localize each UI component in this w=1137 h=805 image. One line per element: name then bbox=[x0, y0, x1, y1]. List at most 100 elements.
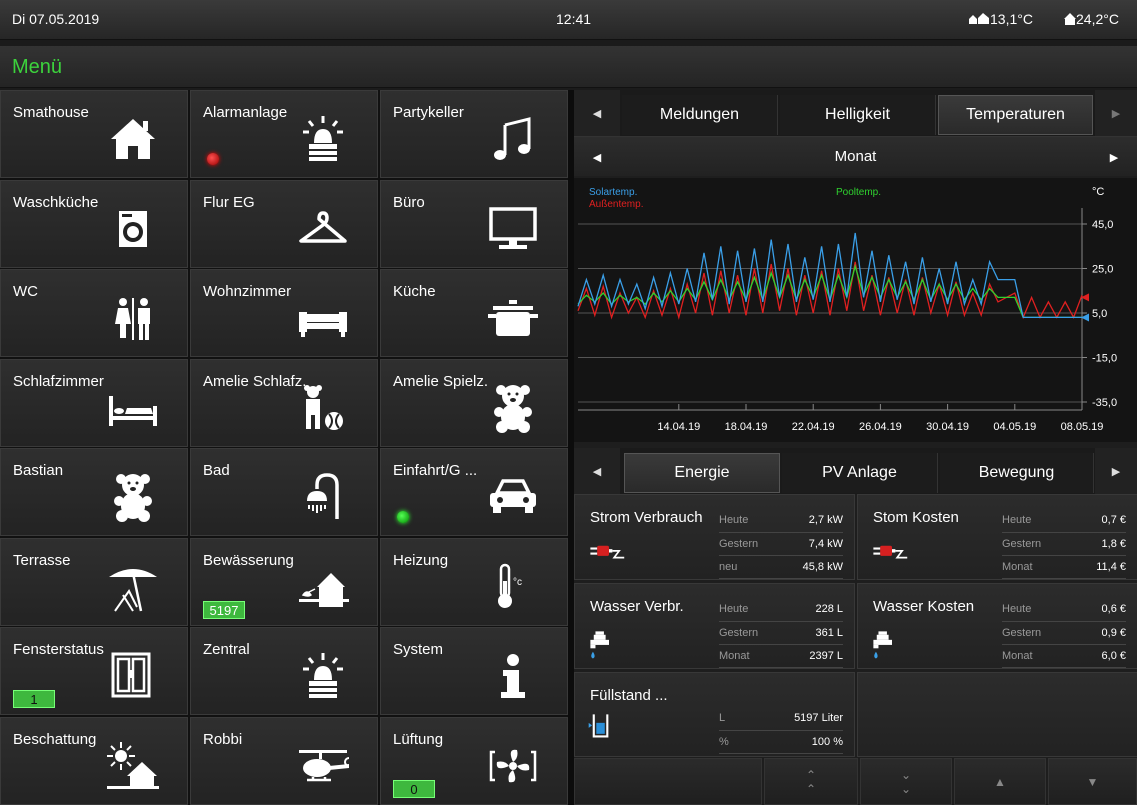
room-tile-beschattung[interactable]: Beschattung bbox=[0, 716, 188, 805]
value-key: Gestern bbox=[719, 532, 781, 556]
current-marker-aussentemp bbox=[1081, 293, 1089, 302]
up-icon: ▲ bbox=[994, 774, 1006, 789]
menu-bar: Menü bbox=[0, 46, 1137, 88]
music-note-icon bbox=[494, 117, 531, 160]
double-up-button[interactable]: ⌃ ⌃ bbox=[764, 758, 858, 805]
value-row: neu 45,8 kW bbox=[719, 555, 843, 579]
x-tick-label: 22.04.19 bbox=[792, 421, 835, 433]
room-tile-bad[interactable]: Bad bbox=[190, 448, 378, 536]
room-tile-amelie-schlafz[interactable]: Amelie Schlafz. bbox=[190, 358, 378, 447]
card-füllstand[interactable]: Füllstand ... L 5197 Liter% 100 % bbox=[574, 672, 855, 757]
room-tile-robbi[interactable]: Robbi bbox=[190, 716, 378, 805]
legend-entry: Solartemp. bbox=[589, 187, 637, 198]
bottom-tabs-prev-button[interactable]: ◀ bbox=[574, 448, 620, 494]
sun-house-icon bbox=[107, 741, 159, 789]
room-label: Waschküche bbox=[13, 193, 99, 211]
value-row: Heute 0,7 € bbox=[1002, 509, 1126, 533]
room-tile-smathouse[interactable]: Smathouse bbox=[0, 90, 188, 178]
tab-meldungen[interactable]: Meldungen bbox=[622, 95, 778, 135]
pane-divider[interactable] bbox=[568, 90, 574, 805]
card-wasser-kosten[interactable]: Wasser Kosten Heute 0,6 € Gestern 0,9 € Monat… bbox=[857, 583, 1137, 669]
room-tile-schlafzimmer[interactable]: Schlafzimmer bbox=[0, 358, 188, 447]
tab-temperaturen[interactable]: Temperaturen bbox=[938, 95, 1093, 135]
room-label: Smathouse bbox=[13, 104, 89, 121]
house-icon bbox=[111, 119, 155, 159]
room-tile-bewässerung[interactable]: Bewässerung 5197 bbox=[190, 537, 378, 626]
value-key: neu bbox=[719, 555, 781, 579]
status-led bbox=[397, 511, 409, 523]
value-row: Gestern 1,8 € bbox=[1002, 532, 1126, 556]
scroll-button-row: ⌃ ⌃ ⌄ ⌄ ▲ ▼ bbox=[574, 758, 1137, 805]
room-label: Einfahrt/G ... bbox=[393, 462, 478, 479]
bed-icon bbox=[109, 395, 157, 426]
value-row: Monat 2397 L bbox=[719, 644, 843, 668]
room-label: Büro bbox=[393, 193, 425, 211]
cooking-pot-icon bbox=[488, 300, 538, 336]
value-row: Gestern 7,4 kW bbox=[719, 532, 843, 556]
washing-machine-icon bbox=[119, 210, 147, 247]
bottom-tabs-next-button[interactable]: ▶ bbox=[1095, 448, 1137, 494]
room-label: Zentral bbox=[203, 641, 250, 658]
period-next-button[interactable]: ▶ bbox=[1109, 151, 1119, 164]
water-tap-icon bbox=[873, 631, 892, 659]
value-amount: 11,4 € bbox=[1072, 555, 1126, 579]
card-title: Füllstand ... bbox=[590, 687, 668, 704]
card-strom-verbrauch[interactable]: Strom Verbrauch Heute 2,7 kW Gestern 7,4 kW n… bbox=[574, 494, 855, 580]
tank-level-icon bbox=[588, 714, 609, 738]
room-tile-büro[interactable]: Büro bbox=[380, 179, 568, 268]
down-button[interactable]: ▼ bbox=[1048, 758, 1137, 805]
room-tile-amelie-spielz[interactable]: Amelie Spielz. bbox=[380, 358, 568, 447]
value-amount: 0,7 € bbox=[1072, 509, 1126, 533]
room-label: Amelie Spielz. bbox=[393, 372, 489, 390]
room-tile-waschküche[interactable]: Waschküche bbox=[0, 179, 188, 268]
up-button[interactable]: ▲ bbox=[954, 758, 1046, 805]
room-label: Flur EG bbox=[203, 193, 255, 211]
room-tile-bastian[interactable]: Bastian bbox=[0, 448, 188, 536]
value-key: Heute bbox=[1002, 598, 1079, 622]
room-tile-system[interactable]: System bbox=[380, 627, 568, 715]
value-amount: 1,8 € bbox=[1072, 532, 1126, 556]
period-prev-button[interactable]: ◀ bbox=[592, 151, 602, 164]
tab-pv-anlage[interactable]: PV Anlage bbox=[782, 453, 938, 493]
value-row: Heute 228 L bbox=[719, 598, 843, 622]
menu-title[interactable]: Menü bbox=[12, 56, 63, 78]
blank-button[interactable] bbox=[574, 758, 762, 805]
tabs-next-button[interactable]: ▶ bbox=[1095, 90, 1137, 136]
tab-energie[interactable]: Energie bbox=[624, 453, 780, 493]
value-row: Monat 6,0 € bbox=[1002, 644, 1126, 668]
value-key: Monat bbox=[1002, 644, 1079, 668]
room-tile-wc[interactable]: WC bbox=[0, 269, 188, 357]
room-tile-wohnzimmer[interactable]: Wohnzimmer bbox=[190, 269, 378, 357]
value-key: Monat bbox=[1002, 555, 1073, 579]
room-tile-zentral[interactable]: Zentral bbox=[190, 627, 378, 715]
tab-helligkeit[interactable]: Helligkeit bbox=[780, 95, 936, 135]
card-values: Heute 2,7 kW Gestern 7,4 kW neu 45,8 kW bbox=[719, 509, 843, 579]
room-tile-einfahrt-g[interactable]: Einfahrt/G ... bbox=[380, 448, 568, 536]
room-tile-küche[interactable]: Küche bbox=[380, 269, 568, 357]
card-wasser-verbr[interactable]: Wasser Verbr. Heute 228 L Gestern 361 L Monat… bbox=[574, 583, 855, 669]
card-stom-kosten[interactable]: Stom Kosten Heute 0,7 € Gestern 1,8 € Monat 11… bbox=[857, 494, 1137, 580]
card-title: Strom Verbrauch bbox=[590, 509, 703, 526]
room-tile-flur-eg[interactable]: Flur EG bbox=[190, 179, 378, 268]
double-up-icon: ⌃ ⌃ bbox=[805, 767, 817, 796]
double-down-button[interactable]: ⌄ ⌄ bbox=[860, 758, 952, 805]
value-amount: 45,8 kW bbox=[780, 555, 843, 579]
legend-entry: Außentemp. bbox=[589, 199, 643, 210]
room-tile-lüftung[interactable]: Lüftung 0 bbox=[380, 716, 568, 805]
room-tile-fensterstatus[interactable]: Fensterstatus 1 bbox=[0, 627, 188, 715]
room-label: Beschattung bbox=[13, 730, 97, 748]
card-title: Stom Kosten bbox=[873, 509, 959, 526]
room-tile-partykeller[interactable]: Partykeller bbox=[380, 90, 568, 178]
right-panel: ◀ Meldungen Helligkeit Temperaturen ▶ ◀ … bbox=[574, 90, 1137, 805]
tab-bewegung[interactable]: Bewegung bbox=[940, 453, 1094, 493]
tabs-prev-button[interactable]: ◀ bbox=[574, 90, 620, 136]
car-icon bbox=[490, 479, 536, 513]
room-tile-terrasse[interactable]: Terrasse bbox=[0, 537, 188, 626]
room-tile-alarmanlage[interactable]: Alarmanlage bbox=[190, 90, 378, 178]
room-tile-heizung[interactable]: Heizung °c bbox=[380, 537, 568, 626]
room-label: Heizung bbox=[393, 551, 449, 569]
x-tick-label: 04.05.19 bbox=[993, 421, 1036, 433]
legend-entry: Pooltemp. bbox=[836, 187, 881, 198]
card-values: L 5197 Liter% 100 % bbox=[719, 707, 843, 754]
hanger-icon bbox=[299, 210, 347, 243]
